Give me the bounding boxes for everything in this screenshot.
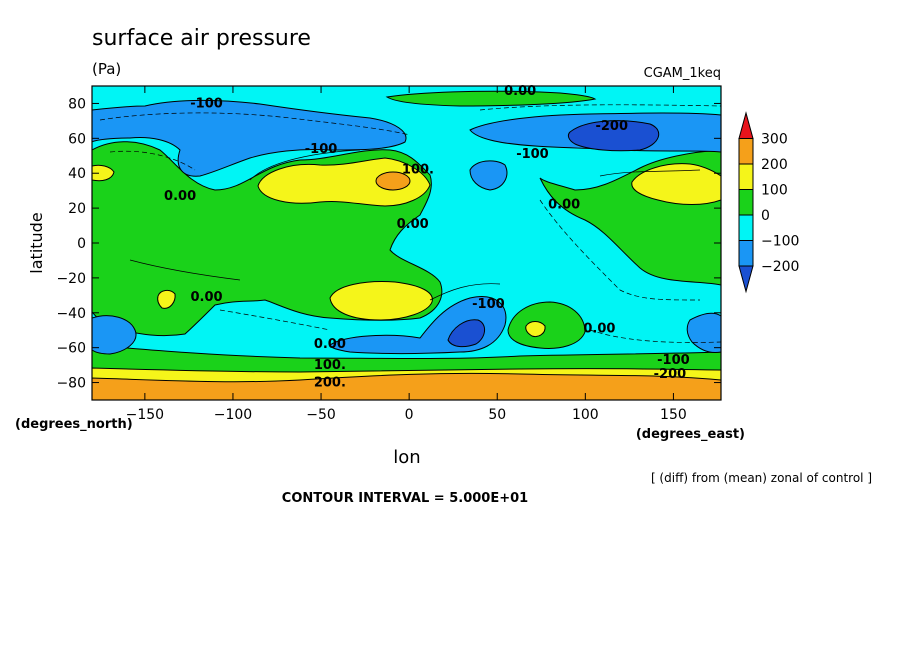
field-dark-blue-2 xyxy=(447,319,485,348)
field-orange-south-band xyxy=(92,372,721,400)
comparison-note: [ (diff) from (mean) zonal of control ] xyxy=(651,471,872,485)
contour-label: 0.00 xyxy=(164,189,196,204)
field-green-north-strip xyxy=(385,90,597,107)
contour-label: 0.00 xyxy=(314,337,346,352)
contour-label: -100 xyxy=(657,353,690,368)
x-axis-units: (degrees_east) xyxy=(636,427,745,442)
y-tick-label: −40 xyxy=(56,306,86,322)
contour-fill xyxy=(92,86,721,400)
x-tick-label: −100 xyxy=(214,407,252,423)
contour-label: -100 xyxy=(472,297,505,312)
x-tick-label: −50 xyxy=(306,407,336,423)
field-green-south-central xyxy=(507,301,586,349)
contour-label: 0.00 xyxy=(583,321,615,336)
colorbar-label: −100 xyxy=(761,234,799,250)
field-blue-north xyxy=(92,99,407,177)
y-tick-label: 60 xyxy=(68,131,86,147)
contour-label: -100 xyxy=(305,142,338,157)
y-tick-label: 80 xyxy=(68,96,86,112)
contour-label: -100 xyxy=(516,147,549,162)
y-axis-units: (degrees_north) xyxy=(15,417,133,432)
y-tick-label: −20 xyxy=(56,271,86,287)
x-axis: −150 −100 −50 0 50 100 150 xyxy=(126,86,687,423)
x-axis-label: lon xyxy=(393,447,420,468)
x-tick-label: 50 xyxy=(488,407,506,423)
contour-label: 200. xyxy=(314,376,346,391)
dataset-label: CGAM_1keq xyxy=(644,66,721,81)
contour-interval: CONTOUR INTERVAL = 5.000E+01 xyxy=(282,491,528,506)
x-tick-label: −150 xyxy=(126,407,164,423)
field-blue-south-west xyxy=(92,315,137,355)
x-tick-label: 0 xyxy=(405,407,414,423)
colorbar-label: 200 xyxy=(761,157,788,173)
field-yellow-6 xyxy=(525,321,546,337)
contour-label: 0.00 xyxy=(190,290,222,305)
field-yellow-4 xyxy=(92,164,115,182)
colorbar-label: 300 xyxy=(761,132,788,148)
x-tick-label: 150 xyxy=(660,407,687,423)
colorbar-segment xyxy=(738,163,754,190)
y-axis-label: latitude xyxy=(27,212,46,273)
field-yellow-5 xyxy=(157,289,176,309)
contour-label: 0.00 xyxy=(397,217,429,232)
colorbar-label: −200 xyxy=(761,259,799,275)
field-yellow-3 xyxy=(631,163,721,205)
contour-label: 0.00 xyxy=(504,84,536,99)
chart-title: surface air pressure xyxy=(92,26,311,51)
y-tick-label: 0 xyxy=(77,236,86,252)
colorbar: 300 200 100 0 −100 −200 xyxy=(738,111,799,294)
field-dark-blue-1 xyxy=(567,120,660,152)
colorbar-bottom-arrow xyxy=(738,265,754,294)
field-orange-blob xyxy=(375,171,411,191)
contour-label: 100. xyxy=(402,163,434,178)
chart-units: (Pa) xyxy=(92,60,121,78)
field-blue-mid xyxy=(469,160,508,191)
y-tick-label: 40 xyxy=(68,166,86,182)
colorbar-label: 100 xyxy=(761,183,788,199)
y-tick-label: −60 xyxy=(56,341,86,357)
colorbar-top-arrow xyxy=(738,111,754,139)
colorbar-segment xyxy=(738,138,754,165)
contour-label: -200 xyxy=(654,367,687,382)
colorbar-segment xyxy=(738,240,754,267)
contour-label: -100 xyxy=(190,96,223,111)
y-axis: −80 −60 −40 −20 0 20 40 60 80 xyxy=(56,96,721,392)
y-tick-label: −80 xyxy=(56,376,86,392)
contour-lines xyxy=(99,104,721,343)
y-tick-label: 20 xyxy=(68,201,86,217)
contour-label: -200 xyxy=(595,119,628,134)
contour-label: 100. xyxy=(314,358,346,373)
contour-label: 0.00 xyxy=(548,198,580,213)
colorbar-segment xyxy=(738,189,754,216)
field-yellow-2 xyxy=(329,281,433,321)
colorbar-segment xyxy=(738,214,754,241)
field-yellow-1 xyxy=(257,157,431,207)
x-tick-label: 100 xyxy=(572,407,599,423)
colorbar-label: 0 xyxy=(761,208,770,224)
